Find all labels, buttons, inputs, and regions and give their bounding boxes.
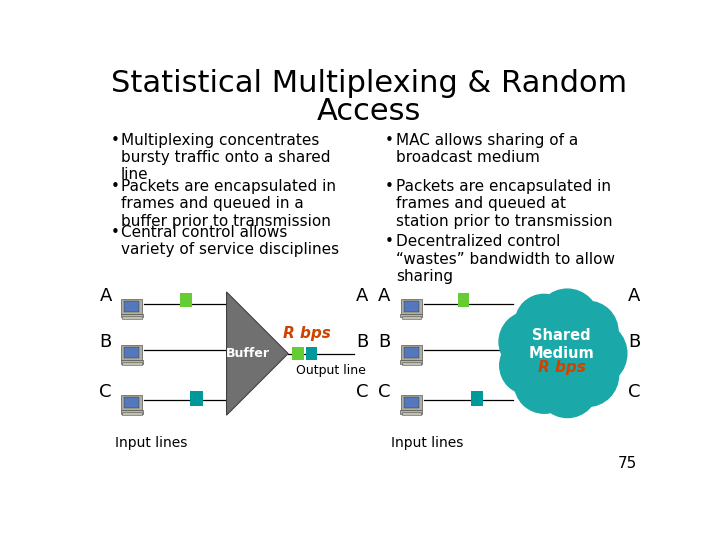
FancyBboxPatch shape: [121, 410, 143, 414]
Text: R bps: R bps: [284, 326, 331, 341]
Circle shape: [500, 337, 557, 394]
FancyBboxPatch shape: [402, 362, 421, 365]
Text: C: C: [628, 383, 640, 401]
Text: C: C: [356, 383, 369, 401]
Text: •: •: [110, 179, 119, 194]
FancyBboxPatch shape: [125, 397, 140, 408]
Text: •: •: [385, 132, 394, 147]
Text: Multiplexing concentrates
bursty traffic onto a shared
line: Multiplexing concentrates bursty traffic…: [121, 132, 330, 183]
Text: MAC allows sharing of a
broadcast medium: MAC allows sharing of a broadcast medium: [396, 132, 578, 165]
Text: Packets are encapsulated in
frames and queued in a
buffer prior to transmission: Packets are encapsulated in frames and q…: [121, 179, 336, 228]
FancyBboxPatch shape: [122, 395, 143, 410]
Circle shape: [522, 314, 600, 393]
Text: •: •: [385, 234, 394, 249]
FancyBboxPatch shape: [122, 299, 143, 314]
Text: •: •: [110, 132, 119, 147]
FancyBboxPatch shape: [122, 362, 142, 365]
Circle shape: [557, 301, 618, 362]
Circle shape: [537, 357, 598, 417]
Bar: [180, 294, 192, 307]
FancyBboxPatch shape: [401, 345, 422, 360]
FancyBboxPatch shape: [402, 316, 421, 319]
Text: Central control allows
variety of service disciplines: Central control allows variety of servic…: [121, 225, 339, 258]
Polygon shape: [227, 292, 288, 415]
Text: Packets are encapsulated in
frames and queued at
station prior to transmission: Packets are encapsulated in frames and q…: [396, 179, 613, 228]
Text: B: B: [99, 333, 112, 351]
Text: R bps: R bps: [538, 360, 585, 375]
FancyBboxPatch shape: [404, 301, 419, 312]
Bar: [306, 347, 318, 361]
Bar: [457, 294, 469, 307]
FancyBboxPatch shape: [121, 360, 143, 363]
Text: Access: Access: [317, 97, 421, 126]
Text: Decentralized control
“wastes” bandwidth to allow
sharing: Decentralized control “wastes” bandwidth…: [396, 234, 615, 284]
Circle shape: [536, 289, 599, 352]
FancyBboxPatch shape: [125, 347, 140, 358]
FancyBboxPatch shape: [401, 395, 422, 410]
FancyBboxPatch shape: [402, 412, 421, 415]
FancyBboxPatch shape: [122, 316, 142, 319]
FancyBboxPatch shape: [121, 314, 143, 318]
Bar: [471, 390, 483, 406]
FancyBboxPatch shape: [122, 412, 142, 415]
Text: Output line: Output line: [296, 364, 366, 377]
Text: B: B: [378, 333, 390, 351]
FancyBboxPatch shape: [404, 347, 419, 358]
Text: C: C: [99, 383, 112, 401]
Text: •: •: [110, 225, 119, 240]
Text: A: A: [99, 287, 112, 305]
FancyBboxPatch shape: [400, 360, 423, 363]
FancyBboxPatch shape: [122, 345, 143, 360]
Text: 75: 75: [618, 456, 637, 470]
Bar: [190, 390, 203, 406]
Circle shape: [556, 343, 618, 407]
Text: Statistical Multiplexing & Random: Statistical Multiplexing & Random: [111, 69, 627, 98]
Text: A: A: [356, 287, 369, 305]
Circle shape: [562, 321, 627, 386]
Text: B: B: [356, 333, 368, 351]
Text: C: C: [378, 383, 391, 401]
Circle shape: [499, 312, 559, 372]
Text: Shared
Medium: Shared Medium: [528, 328, 595, 361]
FancyBboxPatch shape: [400, 410, 423, 414]
FancyBboxPatch shape: [404, 397, 419, 408]
Text: •: •: [385, 179, 394, 194]
Text: A: A: [378, 287, 391, 305]
Circle shape: [516, 294, 572, 352]
Text: Input lines: Input lines: [390, 436, 463, 450]
Text: B: B: [628, 333, 640, 351]
FancyBboxPatch shape: [400, 314, 423, 318]
Text: A: A: [628, 287, 640, 305]
Text: Input lines: Input lines: [115, 436, 187, 450]
FancyBboxPatch shape: [401, 299, 422, 314]
Circle shape: [514, 354, 574, 413]
Text: Buffer: Buffer: [226, 347, 270, 360]
Bar: [292, 347, 304, 361]
FancyBboxPatch shape: [125, 301, 140, 312]
